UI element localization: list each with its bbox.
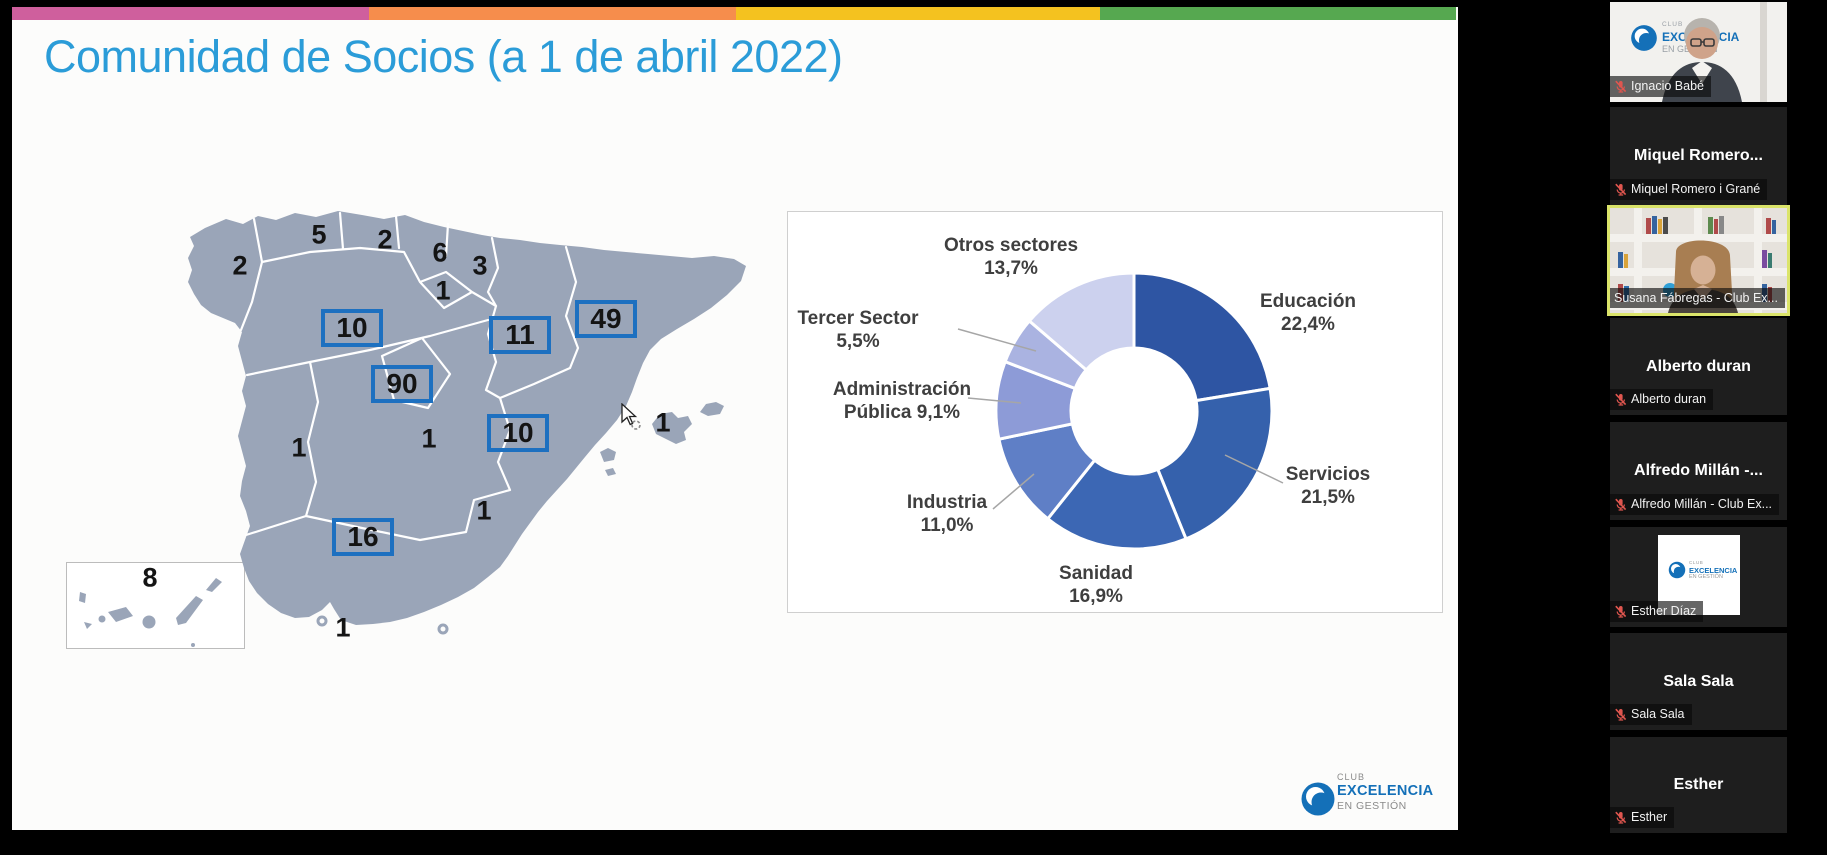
map-count-madrid: 90 <box>371 365 433 403</box>
participant-tile-miquel[interactable]: Miquel Romero... Miquel Romero i Grané <box>1610 107 1787 205</box>
map-count-navarra: 3 <box>472 250 488 281</box>
participant-display-name: Esther <box>1673 776 1724 793</box>
wall-logo <box>1630 24 1658 57</box>
label-leader-line <box>1224 454 1284 484</box>
map-count-andalucia: 16 <box>332 518 394 556</box>
chart-label-servicios: Servicios 21,5% <box>1285 464 1371 508</box>
participant-name-text: Miquel Romero i Grané <box>1631 182 1761 197</box>
muted-mic-icon <box>1615 498 1627 511</box>
map-count-cantabria: 2 <box>377 224 393 255</box>
map-count-asturias: 5 <box>311 219 327 250</box>
club-excelencia-logo: CLUB EXCELENCIA EN GESTIÓN <box>1300 773 1450 825</box>
participant-name-text: Sala Sala <box>1631 707 1685 722</box>
map-count-castilla-y-leon: 10 <box>321 309 383 347</box>
participant-display-name: Alfredo Millán -... <box>1634 462 1763 479</box>
muted-mic-icon <box>1615 708 1627 721</box>
map-count-pais-vasco: 6 <box>432 237 448 268</box>
participant-name-label: Ignacio Babé <box>1610 76 1711 97</box>
map-count-comunidad-valenciana: 10 <box>487 414 549 452</box>
chart-label-industria: Industria 11,0% <box>906 492 988 536</box>
participant-name-label: Alberto duran <box>1610 389 1714 410</box>
participant-tile-alfredo[interactable]: Alfredo Millán -... Alfredo Millán - Clu… <box>1610 422 1787 520</box>
participant-display-name: Alberto duran <box>1646 357 1751 375</box>
map-count-baleares: 1 <box>655 407 671 438</box>
ribbon-segment <box>736 7 1100 20</box>
muted-mic-icon <box>1615 393 1627 406</box>
donut-slice-educaci-n <box>1132 271 1272 403</box>
muted-mic-icon <box>1615 80 1627 93</box>
muted-mic-icon <box>1615 605 1627 618</box>
chart-label-tercer-sector: Tercer Sector 5,5% <box>797 308 919 352</box>
logo-text-en-gestion: EN GESTIÓN <box>1337 799 1407 812</box>
shared-slide: Comunidad de Socios (a 1 de abril 2022) <box>12 7 1458 830</box>
participant-name-label: Esther Díaz <box>1610 601 1704 622</box>
donut-slice-servicios <box>1155 386 1274 541</box>
participant-tile-alberto[interactable]: Alberto duran Alberto duran <box>1610 318 1787 415</box>
club-excelencia-swoosh-icon <box>1668 561 1686 579</box>
label-leader-line <box>992 473 1035 510</box>
participant-name-text: Ignacio Babé <box>1631 79 1704 94</box>
slide-color-ribbon <box>12 7 1456 20</box>
participant-display-name: Miquel Romero... <box>1634 147 1763 164</box>
ribbon-segment <box>369 7 736 20</box>
participant-tile-esther[interactable]: Esther Esther <box>1610 737 1787 833</box>
participant-name-label: Esther <box>1610 807 1675 828</box>
participant-tile-esther-diaz[interactable]: CLUB EXCELENCIA EN GESTIÓN Esther Díaz <box>1610 527 1787 627</box>
participant-name-label: Sala Sala <box>1610 704 1692 725</box>
participant-display-name: Sala Sala <box>1663 672 1734 690</box>
map-count-castilla-la-mancha: 1 <box>421 423 437 454</box>
donut-slice-otros-sectores <box>1027 271 1136 373</box>
participant-tile-ignacio[interactable]: CLUB EXCELENCIA EN GESTIÓN Ignacio Babé <box>1610 2 1787 102</box>
participant-name-text: Esther Díaz <box>1631 604 1697 619</box>
club-excelencia-swoosh-icon <box>1301 782 1335 816</box>
balearic-islands <box>600 402 724 476</box>
map-count-murcia: 1 <box>476 495 492 526</box>
map-count-aragon: 11 <box>489 316 551 354</box>
participant-tile-susana[interactable]: Susana Fábregas - Club Ex... <box>1610 208 1787 313</box>
card-logo-text: CLUB EXCELENCIA EN GESTIÓN <box>1689 560 1738 580</box>
sector-donut-chart-panel: Educación 22,4% Servicios 21,5% Sanidad 16,9%… <box>787 211 1443 613</box>
muted-mic-icon <box>1615 811 1627 824</box>
participants-panel: CLUB EXCELENCIA EN GESTIÓN Ignacio BabéM… <box>1610 0 1788 855</box>
participant-name-text: Alfredo Millán - Club Ex... <box>1631 497 1773 512</box>
ribbon-segment <box>12 7 369 20</box>
logo-text-club: CLUB <box>1337 772 1366 782</box>
canary-islands <box>79 578 222 647</box>
participant-name-label: Susana Fábregas - Club Ex... <box>1610 287 1785 308</box>
sector-donut-chart <box>957 271 1284 551</box>
chart-label-educaci-n: Educación 22,4% <box>1259 291 1357 335</box>
participant-name-label: Miquel Romero i Grané <box>1610 179 1768 200</box>
chart-label-otros-sectores: Otros sectores 13,7% <box>943 235 1079 279</box>
door-frame <box>1760 2 1767 102</box>
chart-label-sanidad: Sanidad 16,9% <box>1059 563 1133 607</box>
map-count-galicia: 2 <box>232 250 248 281</box>
chart-label-administraci-n-p-blica: Administración Pública 9,1% <box>832 379 972 423</box>
spain-map <box>79 211 746 647</box>
map-count-ceuta: 1 <box>335 612 351 643</box>
mouse-cursor <box>621 403 641 430</box>
participant-tile-sala[interactable]: Sala Sala Sala Sala <box>1610 633 1787 730</box>
label-leader-line <box>967 397 1022 404</box>
canarias-inset-box <box>66 562 245 649</box>
participant-name-text: Esther <box>1631 810 1668 825</box>
participant-name-text: Susana Fábregas - Club Ex... <box>1614 290 1778 305</box>
ceuta-melilla-dots <box>316 615 449 635</box>
ribbon-segment <box>1100 7 1456 20</box>
muted-mic-icon <box>1615 183 1627 196</box>
participant-name-text: Alberto duran <box>1631 392 1707 407</box>
map-count-cataluna: 49 <box>575 300 637 338</box>
slide-title: Comunidad de Socios (a 1 de abril 2022) <box>44 31 843 82</box>
card-logo <box>1668 561 1686 584</box>
label-leader-line <box>957 328 1037 352</box>
region-borders <box>239 211 580 542</box>
participant-name-label: Alfredo Millán - Club Ex... <box>1610 494 1780 515</box>
club-excelencia-swoosh-icon <box>1631 25 1657 51</box>
logo-text-excelencia: EXCELENCIA <box>1337 783 1434 799</box>
map-count-canarias: 8 <box>142 562 158 593</box>
map-count-la-rioja: 1 <box>435 275 451 306</box>
map-count-extremadura: 1 <box>291 432 307 463</box>
